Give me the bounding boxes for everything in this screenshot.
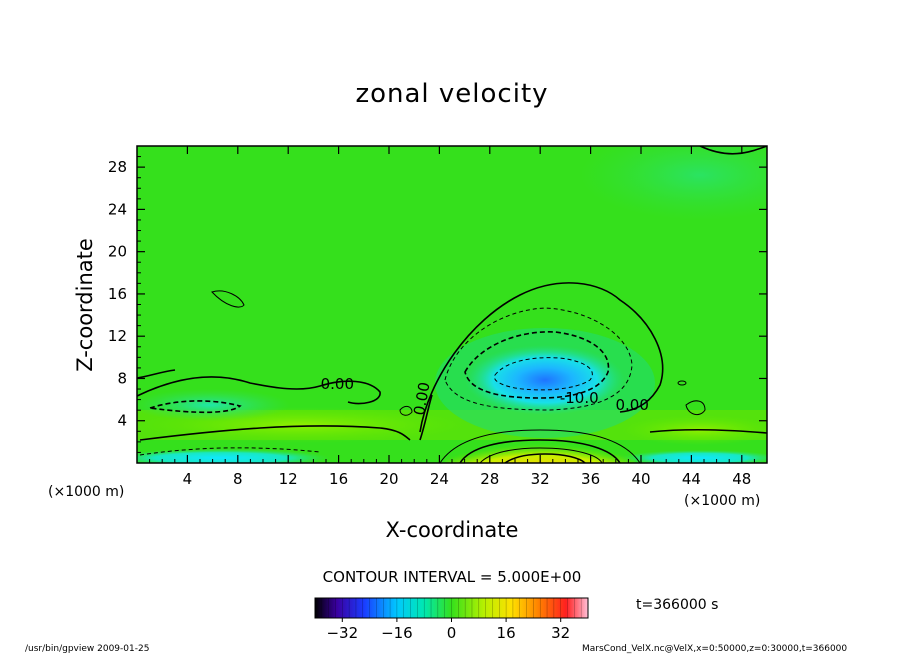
contour-label: -10.0	[560, 389, 599, 407]
y-axis-label: Z-coordinate	[73, 238, 97, 372]
x-tick-label: 28	[480, 470, 499, 488]
contour-small-right	[685, 400, 706, 416]
colorbar-frame	[314, 597, 589, 619]
colorbar-tick-label: 0	[447, 624, 457, 642]
contour-label-group: 0.00 0.00 -10.0 0.00	[321, 375, 649, 417]
contour-neg10	[464, 331, 610, 399]
contour-zero-left-edge	[137, 369, 176, 379]
contour-lines	[137, 146, 767, 463]
field-cyan-right	[620, 450, 767, 463]
field-blue-core	[465, 345, 625, 415]
x-unit-right: (×1000 m)	[684, 493, 760, 509]
y-tick-label: 24	[108, 200, 127, 218]
colorbar-tick-label: 16	[497, 624, 516, 642]
contour-zero-lower-right	[649, 428, 767, 434]
contour-pos10	[459, 439, 621, 463]
y-tick-label: 8	[117, 369, 127, 387]
y-tick-label: 16	[108, 285, 127, 303]
x-tick-label: 48	[732, 470, 751, 488]
y-tick-label: 20	[108, 243, 127, 261]
x-tick-label: 16	[329, 470, 348, 488]
x-tick-label: 40	[631, 470, 650, 488]
x-tick-label: 4	[183, 470, 193, 488]
x-unit-left: (×1000 m)	[48, 484, 124, 500]
footer-right: MarsCond_VelX.nc@VelX,x=0:50000,z=0:3000…	[582, 644, 847, 654]
y-axis: 4 8 12 16 20 24 28	[108, 156, 767, 453]
x-tick-label: 12	[279, 470, 298, 488]
contour-label: 0.00	[615, 396, 648, 414]
colorbar-ticks: −32 −16 0 16 32	[314, 598, 589, 642]
contour-zero-left	[137, 376, 381, 405]
x-tick-label: 32	[531, 470, 550, 488]
contour-interval-label: CONTOUR INTERVAL = 5.000E+00	[323, 568, 582, 586]
colorbar-tick-label: −32	[326, 624, 358, 642]
x-tick-label: 36	[581, 470, 600, 488]
contour-zero-main	[419, 282, 664, 433]
chart-title: zonal velocity	[355, 79, 548, 109]
x-tick-label: 8	[233, 470, 243, 488]
x-axis-label: X-coordinate	[386, 518, 519, 542]
contour-neg-bottom-left	[139, 447, 321, 456]
colorbar-tick-label: −16	[381, 624, 413, 642]
footer-left: /usr/bin/gpview 2009-01-25	[25, 644, 149, 654]
contour-positive-island	[211, 290, 245, 308]
x-tick-label: 20	[379, 470, 398, 488]
contour-neg15	[493, 357, 593, 391]
contour-neg-left	[149, 400, 242, 414]
contour-label: 0.00	[410, 381, 434, 417]
contour-zero-lower	[139, 425, 411, 441]
contour-neg5	[444, 307, 633, 411]
contour-tiny-right	[677, 380, 687, 386]
contour-label: 0.00	[321, 375, 354, 393]
y-tick-label: 28	[108, 158, 127, 176]
x-axis: 4 8 12 16 20 24 28 32 36 40 44 48	[149, 146, 755, 488]
contour-pos15	[479, 447, 603, 463]
field-shading-upper	[580, 146, 767, 220]
contour-zero-mid	[419, 394, 433, 441]
plot-area: 0.00 0.00 -10.0 0.00	[137, 146, 767, 463]
contour-zero-top	[699, 146, 767, 155]
x-tick-label: 44	[682, 470, 701, 488]
y-tick-label: 4	[117, 412, 127, 430]
colorbar-tick-label: 32	[551, 624, 570, 642]
contour-pos20	[504, 453, 586, 463]
contour-pos5	[439, 429, 641, 463]
field-patch-left	[137, 389, 290, 421]
contour-small-mid	[399, 405, 413, 416]
time-label: t=366000 s	[636, 597, 718, 613]
y-tick-label: 12	[108, 327, 127, 345]
field-cyan-left	[137, 449, 330, 463]
x-tick-label: 24	[430, 470, 449, 488]
